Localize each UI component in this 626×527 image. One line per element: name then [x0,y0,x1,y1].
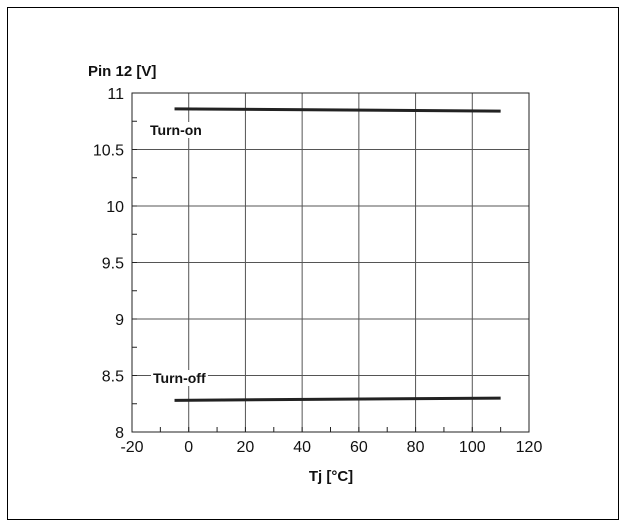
x-tick-label: 80 [407,439,425,456]
series-label-bg [151,370,208,386]
x-tick-label: 0 [184,439,193,456]
series-line-turn-on [174,107,501,113]
x-axis-title: Tj [°C] [309,468,353,485]
y-tick-label: 9 [115,312,124,329]
series-line-turn-off [174,396,501,402]
x-tick-label: 60 [350,439,368,456]
x-tick-label: 20 [237,439,255,456]
x-tick-label: 100 [459,439,486,456]
x-tick-label: 40 [293,439,311,456]
x-tick-label: 120 [516,439,543,456]
y-tick-label: 8 [115,425,124,442]
series-label-turn-on: Turn-on [150,122,202,138]
y-tick-label: 11 [107,86,124,103]
x-axis-ticks: -20 0 20 40 60 80 100 120 [120,427,542,456]
x-tick-label: -20 [120,439,143,456]
y-tick-label: 10 [106,199,124,216]
y-axis-ticks: 8 8.5 9 9.5 10 10.5 11 [93,86,137,442]
y-tick-label: 8.5 [102,369,124,386]
y-axis-title: Pin 12 [V] [88,63,156,80]
y-tick-label: 9.5 [102,256,124,273]
y-tick-label: 10.5 [93,143,124,160]
series-label-bg [148,122,204,138]
series-label-turn-off: Turn-off [153,370,206,386]
series-group: Turn-on Turn-off [148,107,501,402]
